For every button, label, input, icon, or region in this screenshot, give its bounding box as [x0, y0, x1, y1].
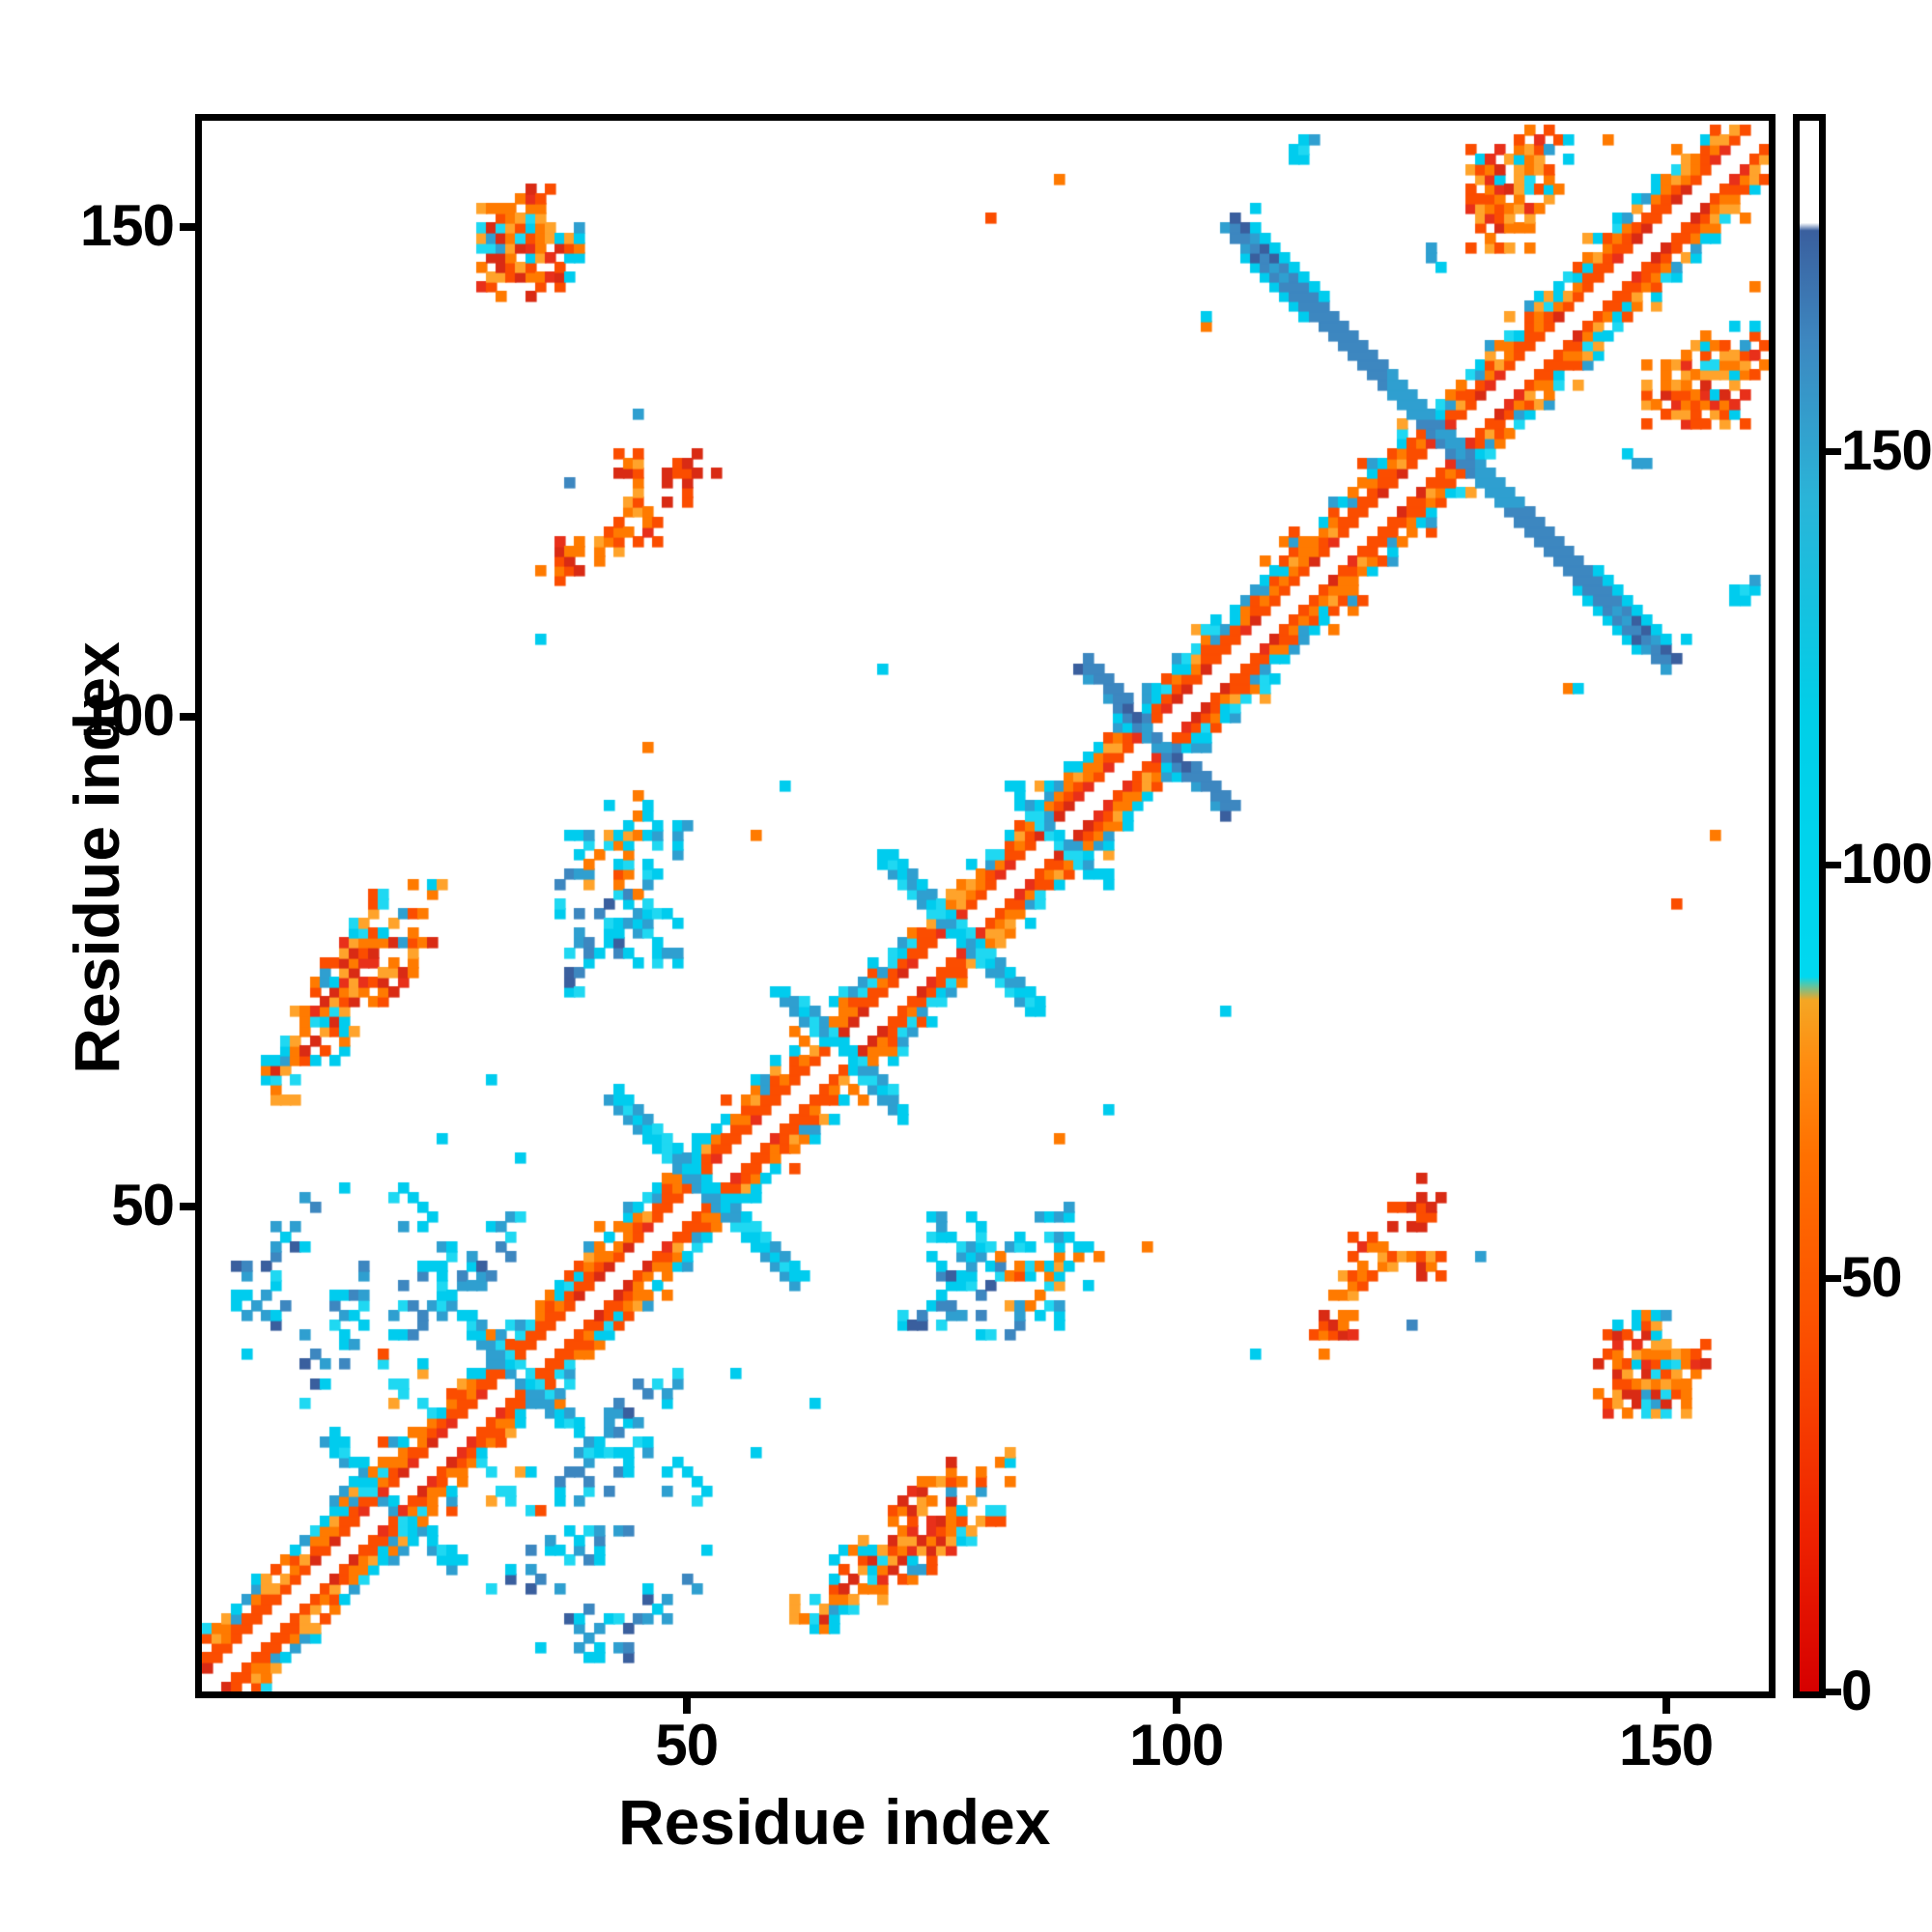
- colorbar-tick-label-100: 100: [1841, 833, 1932, 896]
- heatmap-plot-area[interactable]: [195, 114, 1776, 1698]
- colorbar-tickmark-150: [1826, 448, 1841, 456]
- x-tickmark-100: [1172, 1698, 1180, 1714]
- colorbar-tick-label-0: 0: [1841, 1660, 1872, 1722]
- y-tick-label-100: 100: [79, 683, 175, 749]
- contact-map-canvas[interactable]: [202, 121, 1769, 1691]
- x-axis-title: Residue index: [618, 1786, 1051, 1858]
- y-tick-label-150: 150: [79, 193, 175, 259]
- y-tick-label-50: 50: [111, 1173, 175, 1238]
- x-tick-label-100: 100: [1129, 1713, 1224, 1777]
- x-tickmark-50: [682, 1698, 691, 1714]
- colorbar-tickmark-50: [1826, 1275, 1841, 1283]
- colorbar-tickmark-0: [1826, 1689, 1841, 1695]
- y-tickmark-50: [180, 1203, 197, 1211]
- x-tick-label-150: 150: [1618, 1713, 1714, 1777]
- x-tick-label-50: 50: [655, 1713, 719, 1777]
- colorbar-frame: [1793, 114, 1826, 1698]
- x-tickmark-150: [1662, 1698, 1670, 1714]
- y-tickmark-100: [180, 713, 197, 722]
- colorbar-tickmark-100: [1826, 862, 1841, 869]
- colorbar-gradient: [1800, 121, 1819, 1691]
- colorbar-tick-label-50: 50: [1841, 1246, 1903, 1310]
- colorbar-tick-label-150: 150: [1841, 419, 1932, 483]
- colorbar: [1793, 114, 1826, 1698]
- y-tickmark-150: [180, 223, 197, 232]
